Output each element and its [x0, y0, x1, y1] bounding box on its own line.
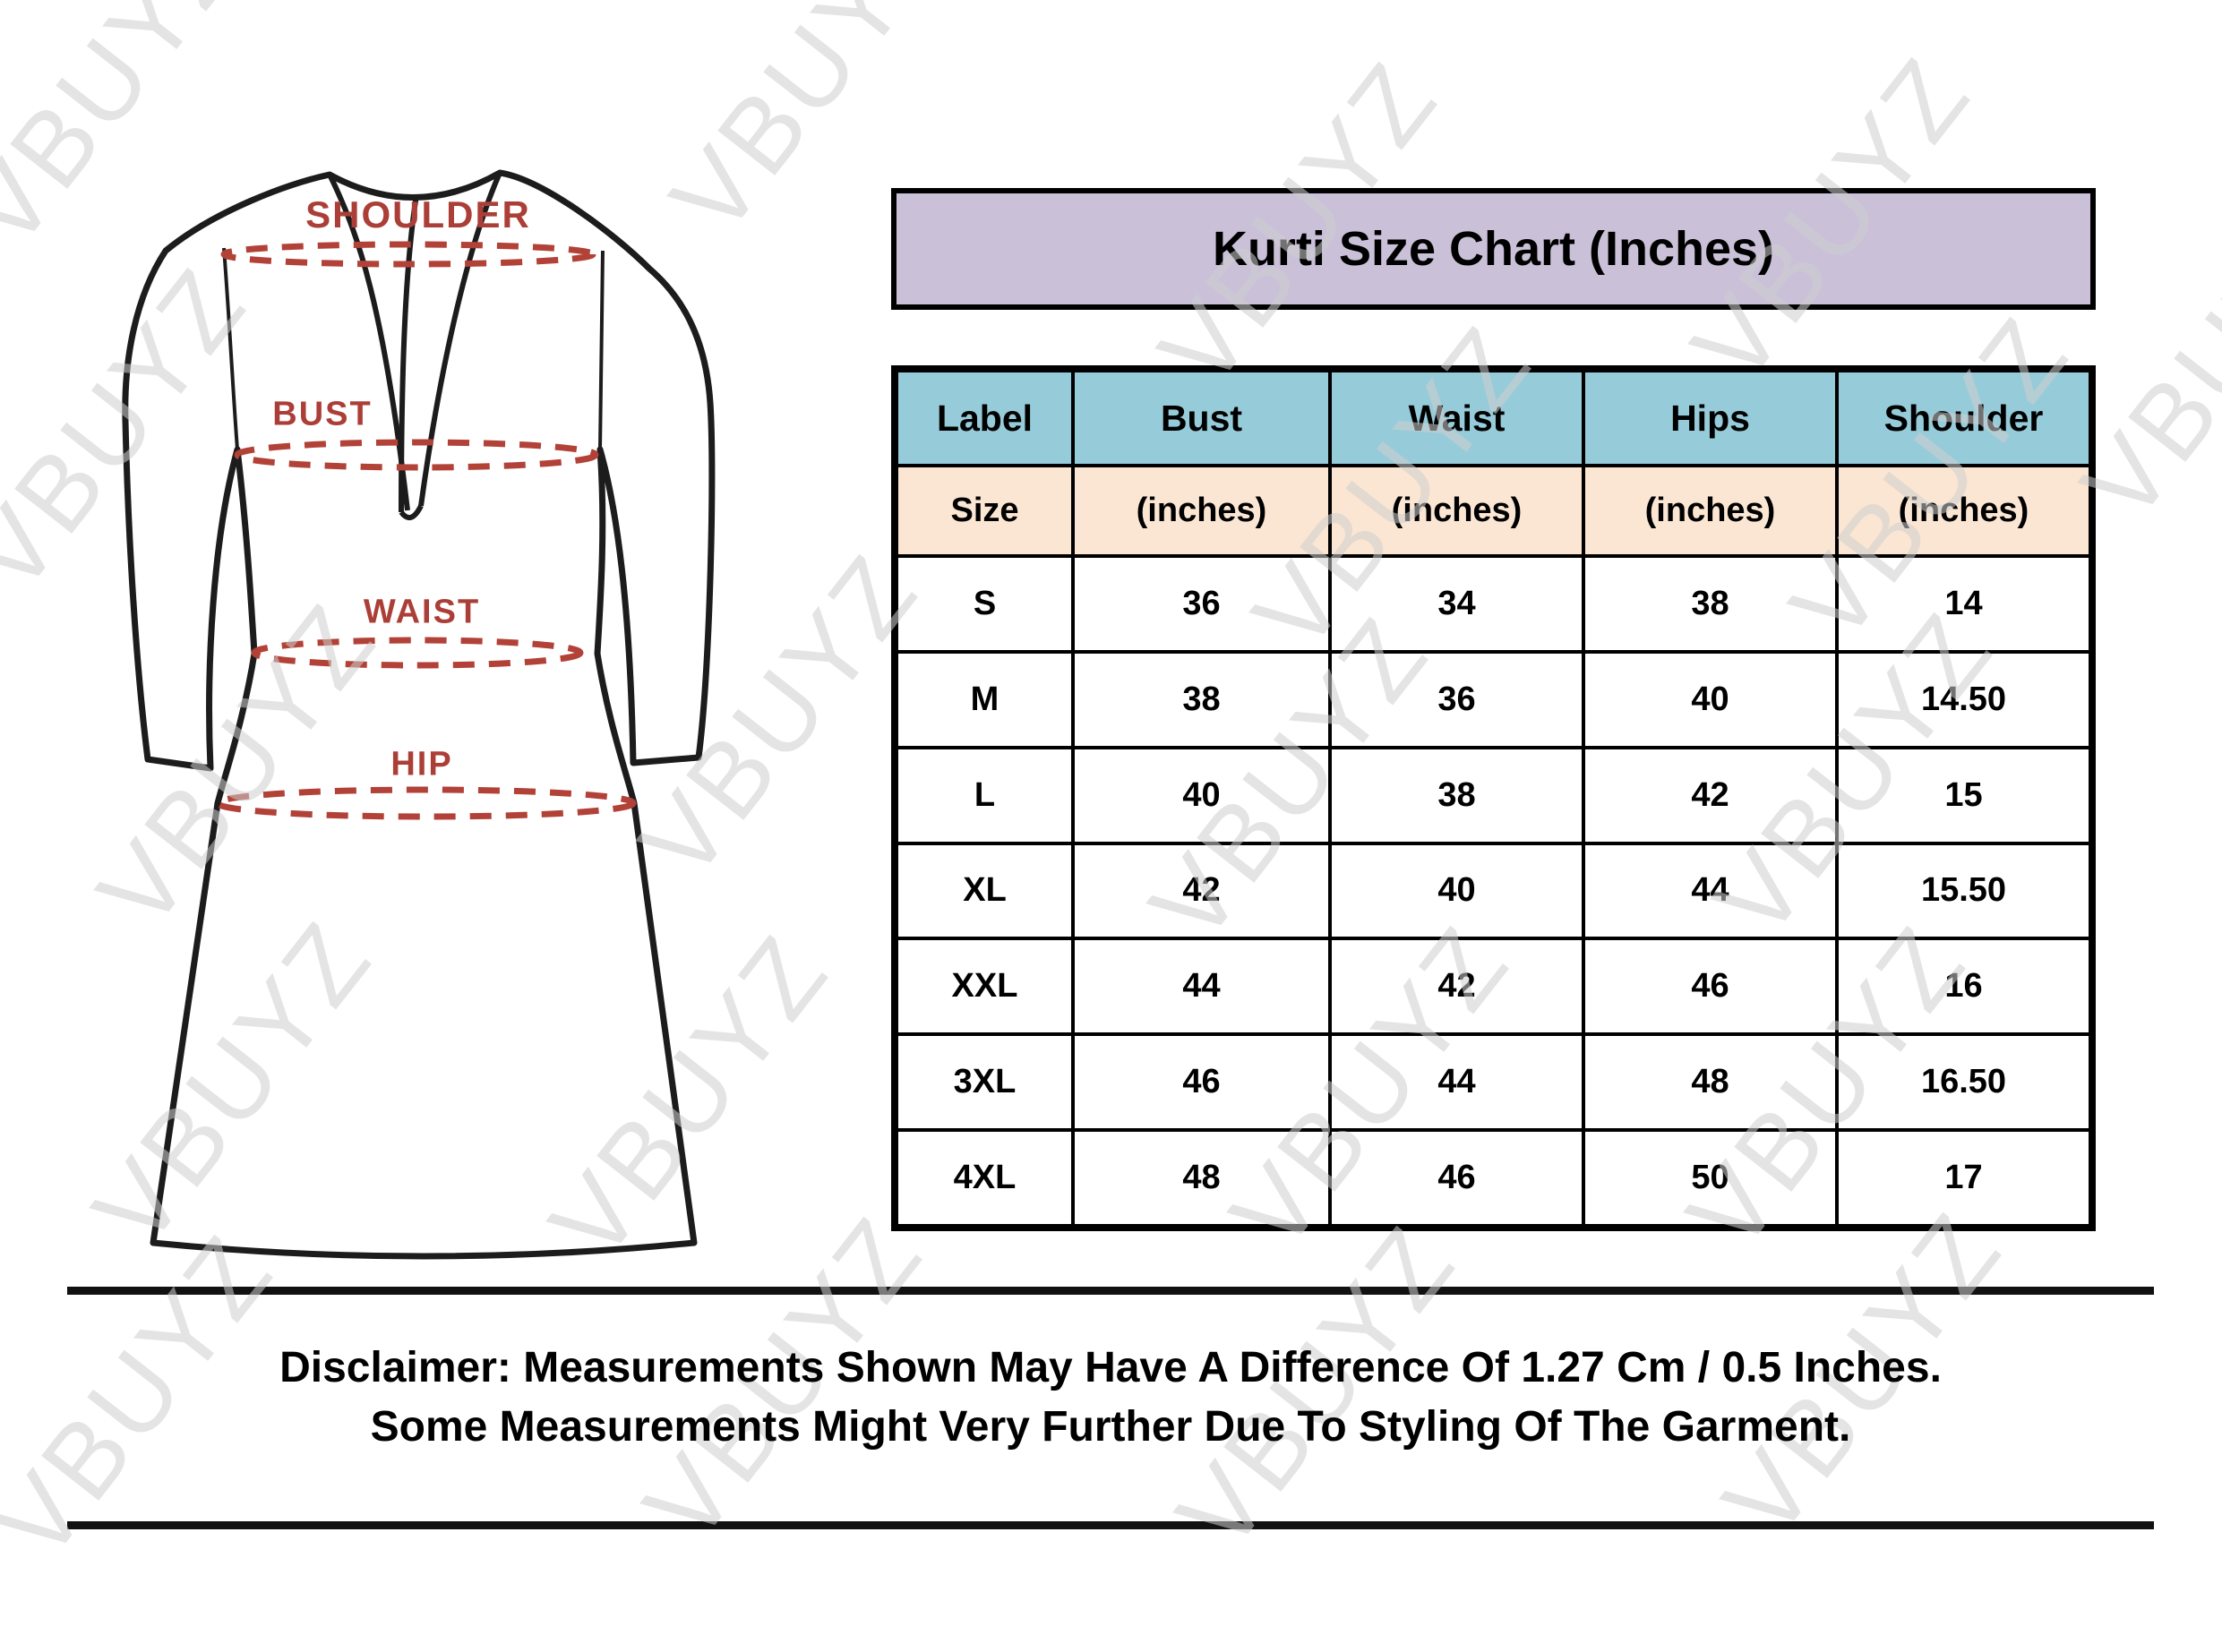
kurti-outline — [122, 169, 716, 1260]
table-cell: 42 — [1073, 843, 1330, 939]
waist-label: WAIST — [363, 593, 481, 631]
column-header-waist: Waist — [1330, 371, 1583, 466]
table-cell: 46 — [1073, 1034, 1330, 1131]
table-cell: 15 — [1837, 747, 2090, 843]
table-cell: 38 — [1073, 651, 1330, 748]
table-cell: 50 — [1583, 1130, 1837, 1226]
column-header-shoulder: Shoulder — [1837, 371, 2090, 466]
table-cell: 44 — [1583, 843, 1837, 939]
table-cell: 42 — [1330, 938, 1583, 1035]
table-cell: 16 — [1837, 938, 2090, 1035]
subheader-inches: (inches) — [1330, 466, 1583, 556]
table-cell: 38 — [1330, 747, 1583, 843]
table-cell: 16.50 — [1837, 1034, 2090, 1131]
table-cell: 38 — [1583, 556, 1837, 652]
neck-slit-middle — [399, 194, 419, 513]
table-cell: 15.50 — [1837, 843, 2090, 939]
size-row-label: 4XL — [897, 1130, 1073, 1226]
table-cell: 46 — [1583, 938, 1837, 1035]
column-header-bust: Bust — [1073, 371, 1330, 466]
table-cell: 40 — [1073, 747, 1330, 843]
waist-measure-dash — [251, 637, 584, 669]
neck-slit-bottom — [399, 504, 424, 521]
shoulder-measure-dash — [220, 241, 596, 268]
size-table: Label Bust Waist Hips Shoulder Size (inc… — [891, 365, 2096, 1231]
size-row-label: M — [897, 651, 1073, 748]
subheader-inches: (inches) — [1073, 466, 1330, 556]
hip-label: HIP — [390, 745, 453, 783]
size-row-label: L — [897, 747, 1073, 843]
table-cell: 44 — [1330, 1034, 1583, 1131]
size-row-label: XXL — [897, 938, 1073, 1035]
table-cell: 34 — [1330, 556, 1583, 652]
table-cell: 36 — [1330, 651, 1583, 748]
column-header-hips: Hips — [1583, 371, 1837, 466]
disclaimer-line-2: Some Measurements Might Very Further Due… — [370, 1403, 1851, 1451]
neck-slit-left — [327, 173, 410, 511]
shoulder-label: SHOULDER — [305, 193, 531, 235]
left-armhole-seam — [222, 247, 239, 450]
neck-slit-right — [418, 171, 502, 507]
disclaimer: Disclaimer: Measurements Shown May Have … — [67, 1339, 2154, 1457]
chart-title-box: Kurti Size Chart (Inches) — [891, 188, 2096, 310]
table-cell: 40 — [1583, 651, 1837, 748]
kurti-sketch — [122, 169, 716, 1260]
divider-line-top — [67, 1287, 2154, 1295]
table-cell: 48 — [1073, 1130, 1330, 1226]
table-cell: 48 — [1583, 1034, 1837, 1131]
hip-measure-dash — [214, 786, 637, 820]
table-cell: 40 — [1330, 843, 1583, 939]
subheader-size: Size — [897, 466, 1073, 556]
subheader-inches: (inches) — [1583, 466, 1837, 556]
page-title: Kurti Size Chart (Inches) — [1212, 222, 1775, 276]
size-row-label: S — [897, 556, 1073, 652]
table-cell: 42 — [1583, 747, 1837, 843]
size-row-label: 3XL — [897, 1034, 1073, 1131]
subheader-inches: (inches) — [1837, 466, 2090, 556]
table-cell: 14.50 — [1837, 651, 2090, 748]
column-header-label: Label — [897, 371, 1073, 466]
disclaimer-line-1: Disclaimer: Measurements Shown May Have … — [279, 1344, 1942, 1391]
bust-measure-dash — [234, 439, 599, 471]
table-cell: 36 — [1073, 556, 1330, 652]
size-row-label: XL — [897, 843, 1073, 939]
table-cell: 44 — [1073, 938, 1330, 1035]
table-cell: 46 — [1330, 1130, 1583, 1226]
table-cell: 14 — [1837, 556, 2090, 652]
right-armhole-seam — [598, 250, 605, 450]
table-cell: 17 — [1837, 1130, 2090, 1226]
divider-line-bottom — [67, 1521, 2154, 1529]
bust-label: BUST — [272, 395, 373, 433]
